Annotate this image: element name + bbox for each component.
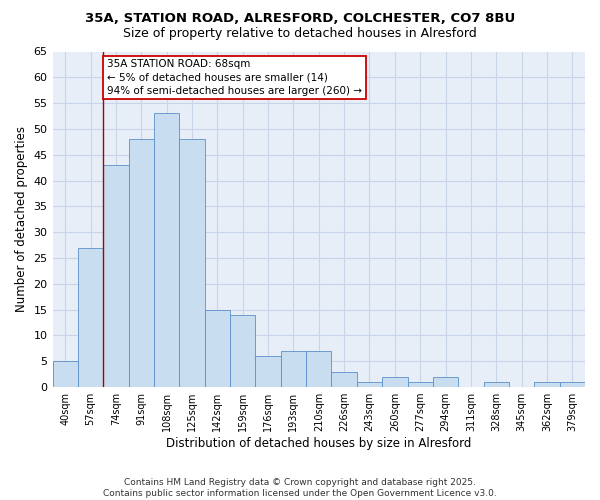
Bar <box>103 165 128 387</box>
Bar <box>484 382 509 387</box>
Bar <box>205 310 230 387</box>
Bar <box>560 382 585 387</box>
Y-axis label: Number of detached properties: Number of detached properties <box>15 126 28 312</box>
Text: 35A STATION ROAD: 68sqm
← 5% of detached houses are smaller (14)
94% of semi-det: 35A STATION ROAD: 68sqm ← 5% of detached… <box>107 59 362 96</box>
Text: Contains HM Land Registry data © Crown copyright and database right 2025.
Contai: Contains HM Land Registry data © Crown c… <box>103 478 497 498</box>
Bar <box>179 140 205 387</box>
Bar <box>53 362 78 387</box>
Bar <box>357 382 382 387</box>
Bar <box>382 377 407 387</box>
Text: 35A, STATION ROAD, ALRESFORD, COLCHESTER, CO7 8BU: 35A, STATION ROAD, ALRESFORD, COLCHESTER… <box>85 12 515 26</box>
Bar <box>306 351 331 387</box>
Bar <box>128 140 154 387</box>
Bar <box>78 248 103 387</box>
Bar <box>331 372 357 387</box>
Bar <box>230 315 256 387</box>
Bar <box>256 356 281 387</box>
Bar <box>433 377 458 387</box>
X-axis label: Distribution of detached houses by size in Alresford: Distribution of detached houses by size … <box>166 437 472 450</box>
Bar <box>534 382 560 387</box>
Bar <box>281 351 306 387</box>
Text: Size of property relative to detached houses in Alresford: Size of property relative to detached ho… <box>123 28 477 40</box>
Bar <box>407 382 433 387</box>
Bar <box>154 114 179 387</box>
